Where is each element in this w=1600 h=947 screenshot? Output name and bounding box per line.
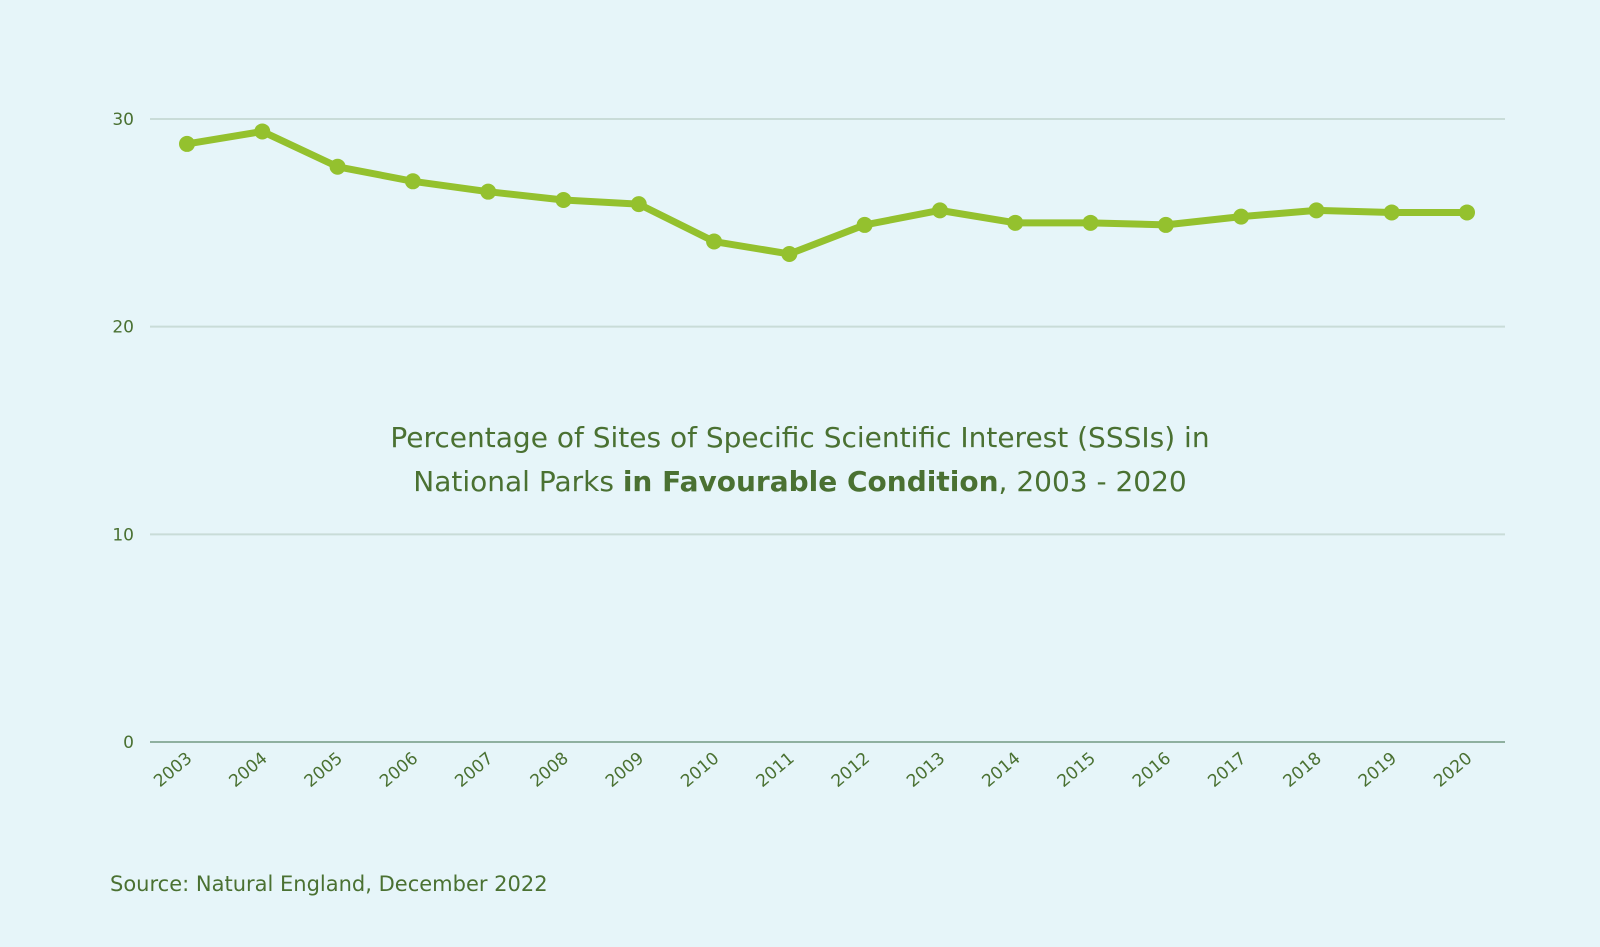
data-point-2009 bbox=[630, 196, 647, 213]
data-point-2005 bbox=[329, 158, 346, 175]
x-tick-label-2019: 2019 bbox=[1355, 749, 1401, 792]
data-point-2010 bbox=[706, 233, 723, 250]
data-point-2016 bbox=[1157, 216, 1174, 233]
y-tick-label-30: 30 bbox=[112, 110, 134, 130]
data-point-2006 bbox=[404, 173, 421, 190]
x-tick-label-2010: 2010 bbox=[677, 749, 723, 792]
x-tick-label-2003: 2003 bbox=[150, 749, 196, 792]
y-axis-ticks: 0 10 20 30 bbox=[112, 110, 134, 753]
x-tick-label-2018: 2018 bbox=[1280, 749, 1326, 792]
data-point-2013 bbox=[931, 202, 948, 219]
x-tick-label-2007: 2007 bbox=[451, 749, 497, 792]
x-tick-label-2017: 2017 bbox=[1204, 749, 1250, 792]
x-tick-label-2009: 2009 bbox=[602, 749, 648, 792]
chart-title-line-1: Percentage of Sites of Specific Scientif… bbox=[390, 421, 1209, 454]
x-tick-label-2011: 2011 bbox=[753, 749, 799, 792]
chart-title-bold: in Favourable Condition bbox=[623, 465, 999, 498]
x-tick-label-2014: 2014 bbox=[978, 749, 1024, 792]
grid-lines bbox=[150, 118, 1505, 743]
data-point-2008 bbox=[555, 191, 572, 208]
x-tick-label-2008: 2008 bbox=[527, 749, 573, 792]
source-note: Source: Natural England, December 2022 bbox=[110, 872, 548, 896]
data-point-2014 bbox=[1007, 214, 1024, 231]
data-point-2015 bbox=[1082, 214, 1099, 231]
x-tick-label-2015: 2015 bbox=[1054, 749, 1100, 792]
x-tick-label-2016: 2016 bbox=[1129, 749, 1175, 792]
data-point-2018 bbox=[1308, 202, 1325, 219]
series-line bbox=[183, 127, 1471, 258]
x-tick-label-2005: 2005 bbox=[301, 749, 347, 792]
x-tick-label-2004: 2004 bbox=[226, 749, 272, 792]
data-point-2017 bbox=[1233, 208, 1250, 225]
y-tick-label-0: 0 bbox=[123, 733, 134, 753]
x-tick-label-2006: 2006 bbox=[376, 749, 422, 792]
x-tick-label-2012: 2012 bbox=[828, 749, 874, 792]
data-point-2020 bbox=[1459, 204, 1475, 221]
y-tick-label-10: 10 bbox=[112, 525, 134, 545]
data-point-2003 bbox=[179, 135, 195, 152]
data-point-2004 bbox=[254, 123, 271, 140]
x-tick-label-2020: 2020 bbox=[1430, 749, 1476, 792]
data-point-2007 bbox=[480, 183, 497, 200]
chart-title-prefix: National Parks bbox=[413, 465, 623, 498]
data-point-2011 bbox=[781, 245, 798, 262]
x-tick-label-2013: 2013 bbox=[903, 749, 949, 792]
chart-title-line-2: National Parks in Favourable Condition, … bbox=[413, 465, 1187, 498]
y-tick-label-20: 20 bbox=[112, 318, 134, 338]
series-favourable-condition bbox=[179, 123, 1475, 262]
data-point-2019 bbox=[1383, 204, 1400, 221]
chart-title-suffix: , 2003 - 2020 bbox=[999, 465, 1187, 498]
data-point-2012 bbox=[856, 216, 873, 233]
x-axis-ticks: 2003 2004 2005 2006 2007 2008 2009 2010 2011 2012… bbox=[150, 749, 1476, 792]
